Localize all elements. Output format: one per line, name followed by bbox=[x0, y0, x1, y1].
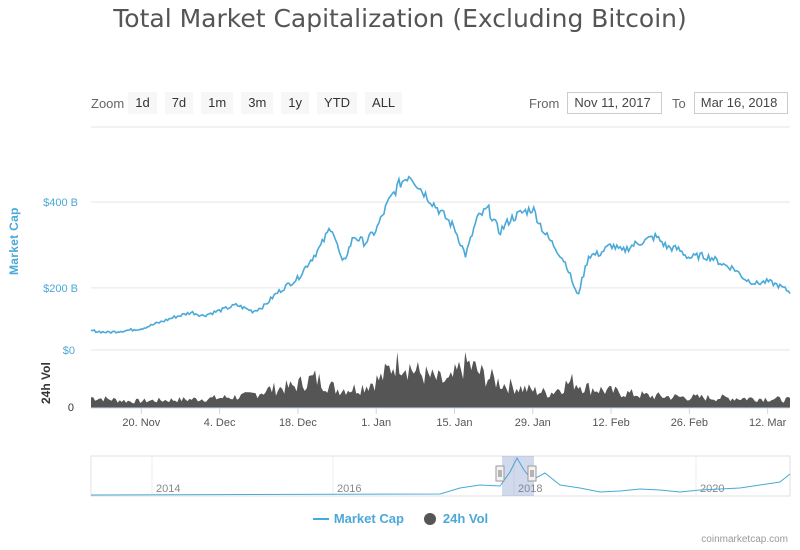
line-swatch-icon bbox=[312, 517, 329, 520]
navigator-left-handle-icon[interactable] bbox=[495, 465, 505, 482]
x-tick-label: 20. Nov bbox=[122, 417, 160, 429]
volume-tick-label: 0 bbox=[68, 402, 74, 414]
x-tick-label: 4. Dec bbox=[204, 417, 236, 429]
zoom-3m-button[interactable]: 3m bbox=[241, 92, 274, 114]
zoom-ytd-button[interactable]: YTD bbox=[317, 92, 358, 114]
zoom-bar: Zoom 1d 7d 1m 3m 1y YTD ALL bbox=[91, 92, 410, 114]
navigator-tick-label: 2018 bbox=[518, 483, 542, 495]
to-label: To bbox=[672, 95, 686, 111]
zoom-7d-button[interactable]: 7d bbox=[164, 92, 194, 114]
x-tick-label: 29. Jan bbox=[515, 417, 551, 429]
volume-tick-label: $0 bbox=[63, 345, 75, 357]
y-tick-label: $200 B bbox=[43, 283, 78, 295]
legend-label-market-cap: Market Cap bbox=[333, 511, 404, 526]
navigator-series bbox=[90, 456, 791, 496]
zoom-1d-button[interactable]: 1d bbox=[128, 92, 157, 114]
market-cap-line-series bbox=[90, 175, 791, 334]
from-label: From bbox=[529, 95, 560, 111]
x-tick-label: 12. Mar bbox=[749, 417, 787, 429]
date-range: From Nov 11, 2017 bbox=[529, 92, 663, 114]
date-range-to: To Mar 16, 2018 bbox=[672, 92, 788, 114]
legend-item-market-cap[interactable]: Market Cap bbox=[312, 511, 404, 526]
zoom-1m-button[interactable]: 1m bbox=[201, 92, 234, 114]
zoom-1y-button[interactable]: 1y bbox=[281, 92, 310, 114]
navigator-tick-label: 2014 bbox=[156, 483, 180, 495]
volume-area-series bbox=[91, 352, 790, 408]
navigator-tick-label: 2016 bbox=[337, 483, 361, 495]
legend-item-volume[interactable]: 24h Vol bbox=[422, 511, 488, 526]
x-tick-label: 15. Jan bbox=[436, 417, 472, 429]
legend-label-volume: 24h Vol bbox=[442, 511, 489, 526]
x-tick-label: 18. Dec bbox=[279, 417, 317, 429]
y-tick-label: $400 B bbox=[43, 197, 78, 209]
x-tick-label: 12. Feb bbox=[592, 417, 629, 429]
legend: Market Cap 24h Vol bbox=[0, 511, 800, 526]
navigator-right-handle-icon[interactable] bbox=[527, 465, 537, 482]
chart-title: Total Market Capitalization (Excluding B… bbox=[113, 4, 687, 33]
from-date-input[interactable]: Nov 11, 2017 bbox=[567, 92, 663, 114]
x-tick-label: 1. Jan bbox=[361, 417, 391, 429]
zoom-label: Zoom bbox=[91, 95, 125, 111]
to-date-input[interactable]: Mar 16, 2018 bbox=[693, 92, 788, 114]
circle-swatch-icon bbox=[423, 512, 436, 525]
zoom-all-button[interactable]: ALL bbox=[365, 92, 403, 114]
navigator-frame bbox=[90, 455, 791, 497]
x-tick-label: 26. Feb bbox=[671, 417, 708, 429]
credits-link[interactable]: coinmarketcap.com bbox=[701, 534, 788, 545]
